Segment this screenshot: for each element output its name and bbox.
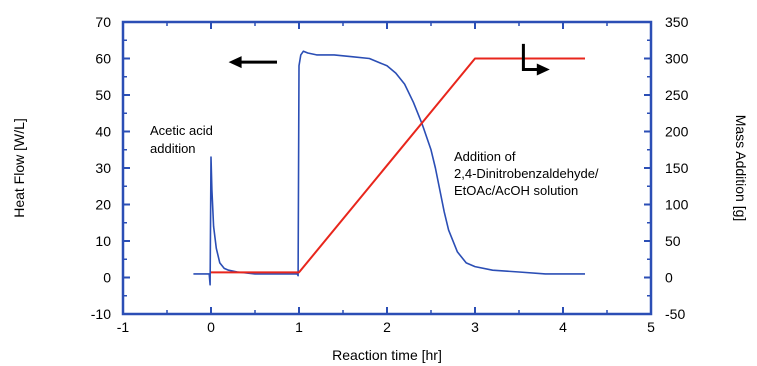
x-tick-label: 1 [295,319,303,335]
y-right-tick-label: 250 [665,87,689,103]
mass-addition-line [211,57,585,274]
y-right-tick-label: 350 [665,14,689,30]
x-tick-label: 2 [383,319,391,335]
y-left-tick-label: -10 [91,306,111,322]
y-right-axis-title: Mass Addition [g] [733,115,749,222]
right-arrow-shaft [521,43,540,71]
x-tick-label: 0 [207,319,215,335]
y-right-tick-label: 300 [665,51,689,67]
y-left-tick-label: 50 [95,87,111,103]
y-right-tick-labels: -50 0 50 100 150 200 250 300 350 [665,14,689,322]
x-tick-label: 4 [559,319,567,335]
annotation-addition-line-3: EtOAc/AcOH solution [454,183,578,198]
y-left-tick-label: 20 [95,197,111,213]
x-tick-label: -1 [117,319,130,335]
x-tick-label: 3 [471,319,479,335]
y-left-tick-label: 70 [95,14,111,30]
y-left-tick-label: 0 [103,270,111,286]
heat-flow-line [193,50,585,286]
y-right-tick-label: 50 [665,233,681,249]
x-tick-label: 5 [647,319,655,335]
tick-marks [122,21,652,315]
y-left-tick-label: 60 [95,51,111,67]
annotation-addition-line-2: 2,4-Dinitrobenzaldehyde/ [454,166,599,181]
y-left-tick-label: 10 [95,233,111,249]
axis-indicators [228,43,550,76]
y-left-tick-label: 40 [95,124,111,140]
x-axis-title: Reaction time [hr] [332,347,442,363]
y-right-tick-label: 150 [665,160,689,176]
y-right-tick-label: 200 [665,124,689,140]
y-left-axis-title: Heat Flow [W/L] [11,118,27,218]
x-tick-labels: -1 0 1 2 3 4 5 [117,319,655,335]
annotation-acetic-acid-line-2: addition [150,141,196,156]
annotation-addition-line-1: Addition of [454,149,516,164]
y-right-tick-label: 0 [665,270,673,286]
y-right-tick-label: 100 [665,197,689,213]
annotation-addition: Addition of 2,4-Dinitrobenzaldehyde/ EtO… [454,149,602,198]
series-lines [193,50,585,286]
left-arrow-head [228,56,242,69]
right-arrow-head [536,63,550,76]
y-left-tick-label: 30 [95,160,111,176]
annotation-acetic-acid: Acetic acid addition [150,123,217,156]
y-right-tick-label: -50 [665,306,685,322]
annotation-acetic-acid-line-1: Acetic acid [150,123,213,138]
y-left-tick-labels: -10 0 10 20 30 40 50 60 70 [91,14,111,322]
